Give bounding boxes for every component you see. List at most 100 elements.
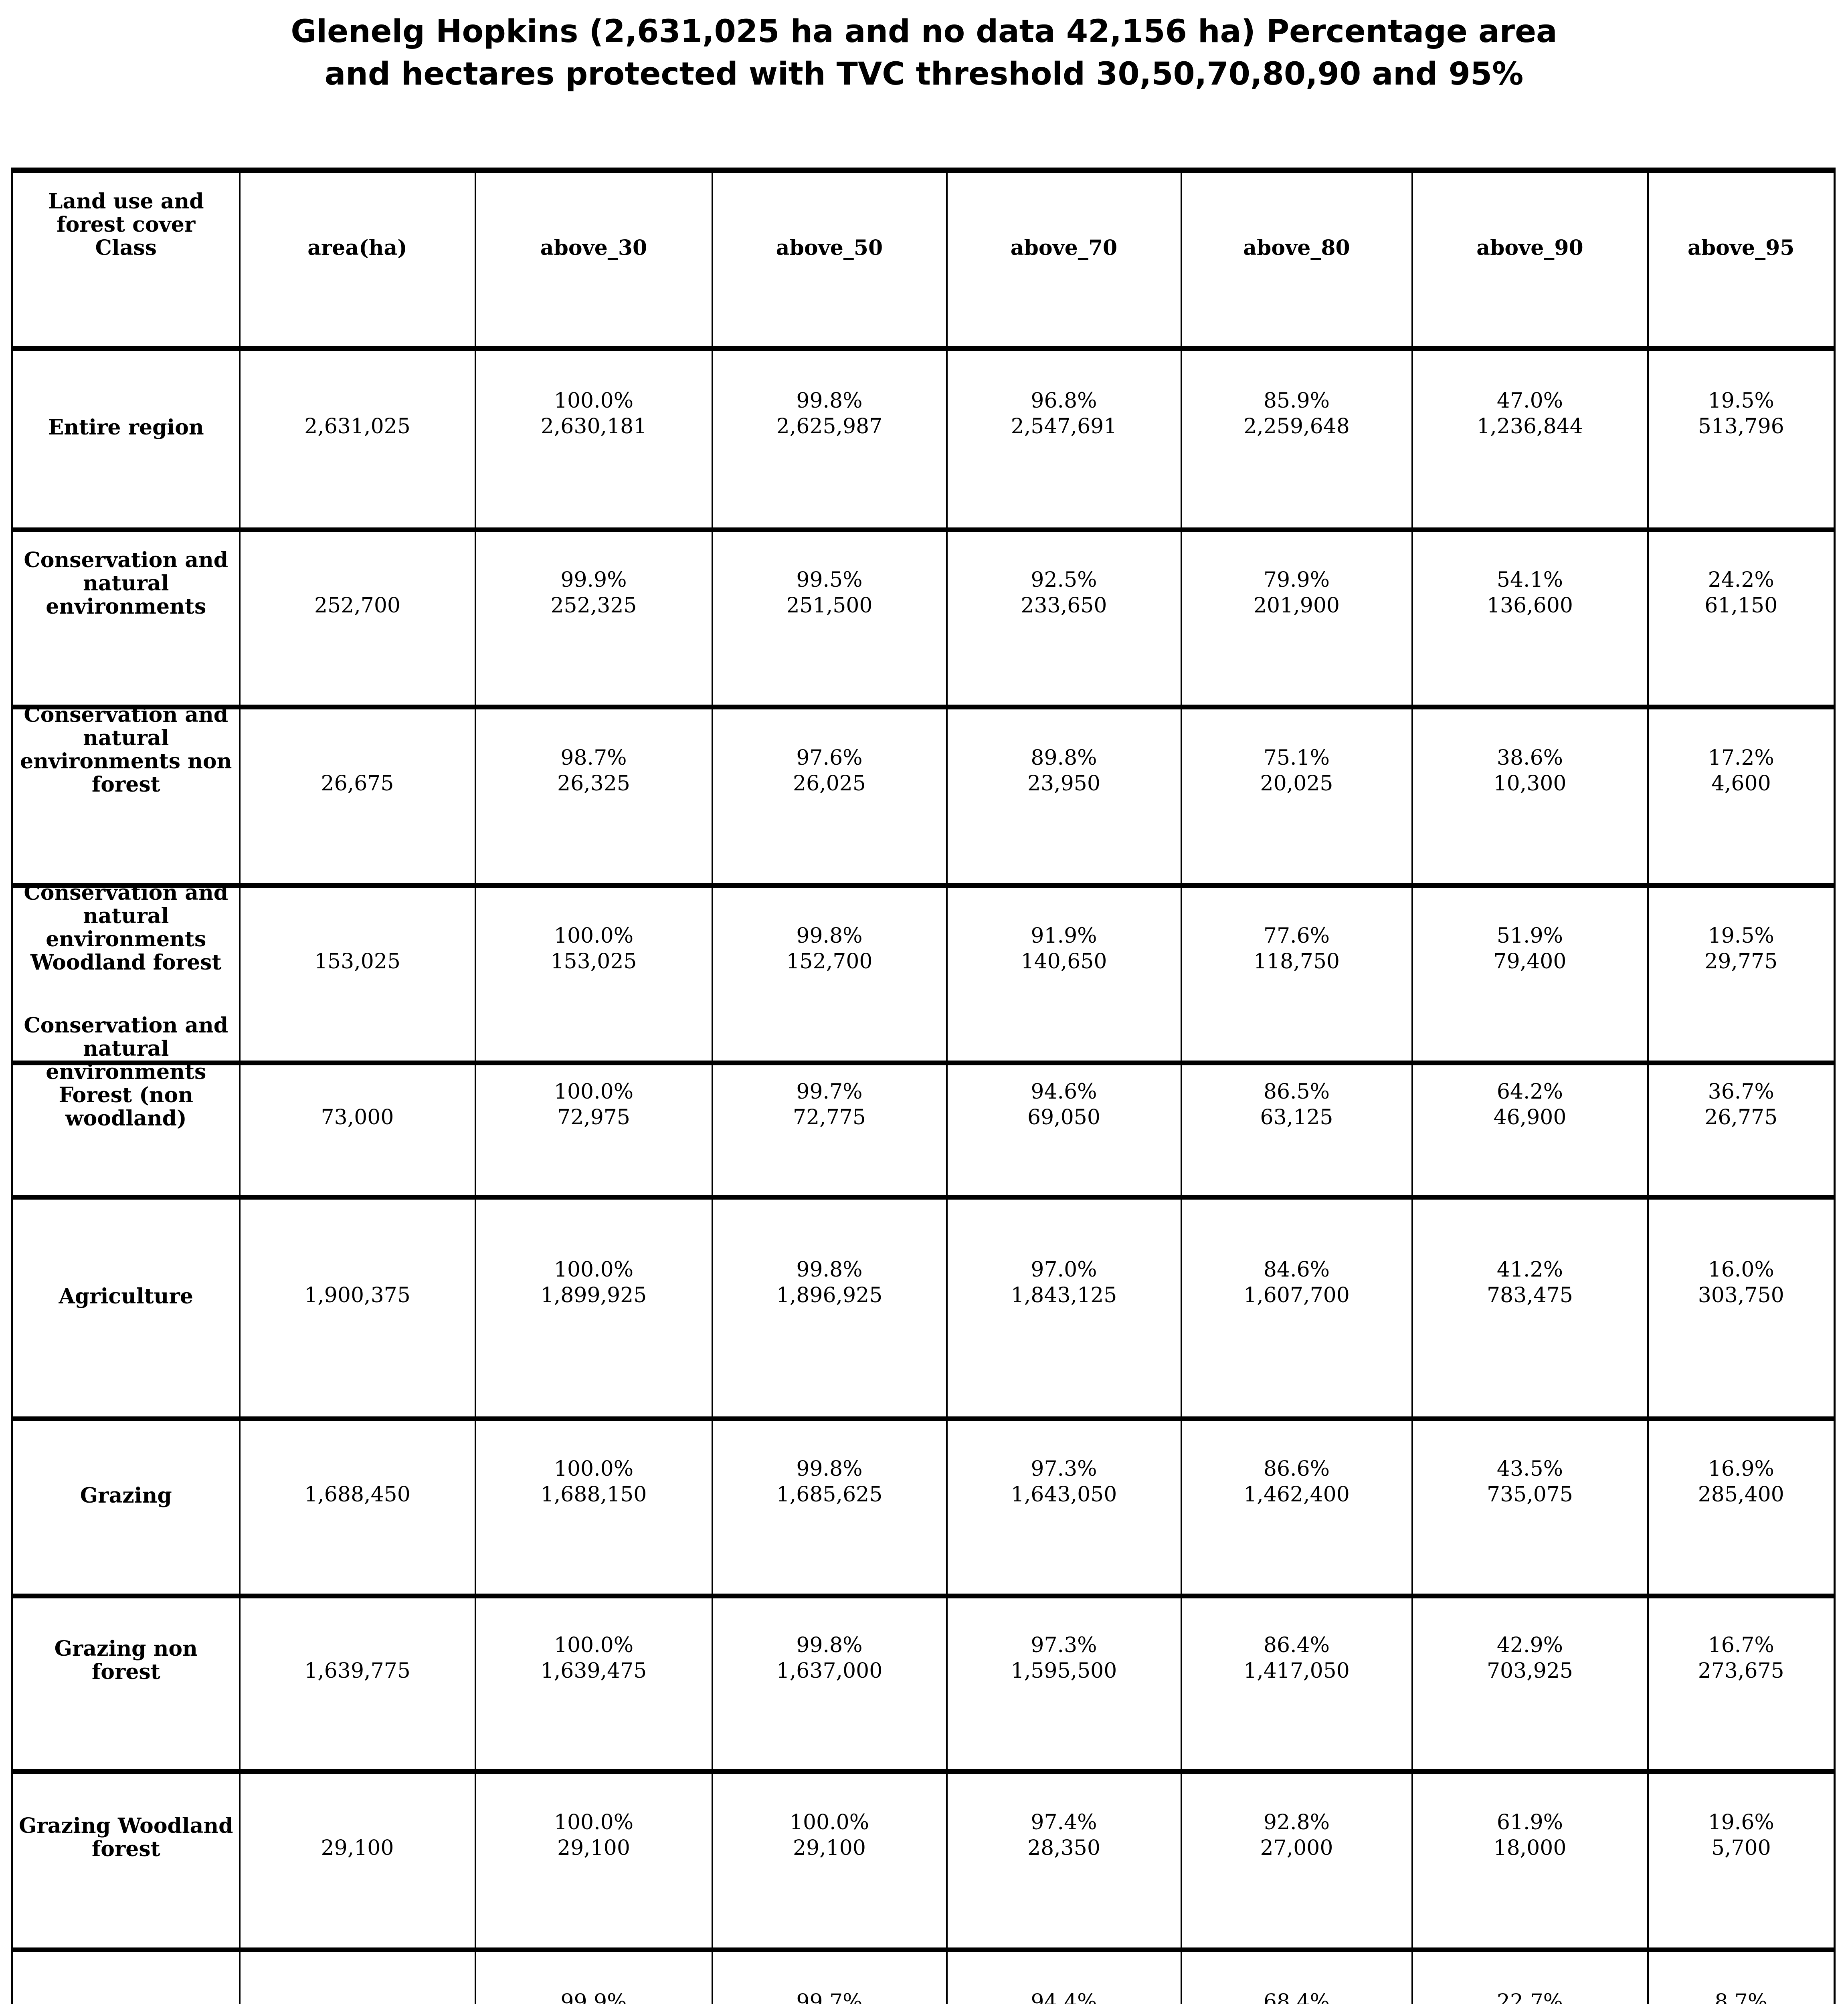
- threshold-cell: 97.6% 26,025: [711, 707, 947, 885]
- threshold-cell: 19.5% 29,775: [1647, 885, 1835, 1063]
- row-label-cell: Conservation and natural environments Woodl…: [12, 881, 240, 1063]
- threshold-cell: 84.6% 1,607,700: [1180, 1197, 1412, 1419]
- cell-text-line: 273,675: [1698, 1659, 1784, 1683]
- area-ha-cell: 1,900,375: [239, 1197, 475, 1419]
- row-label-cell: Grazing: [12, 1419, 240, 1596]
- cell-text-line: 99.8%: [796, 923, 863, 948]
- cell-text-line: Conservation and: [24, 1013, 228, 1038]
- threshold-cell: 16.9% 285,400: [1647, 1419, 1835, 1596]
- cell-text-line: 100.0%: [554, 923, 634, 948]
- table-row: Cropping210,27599.9%210,12599.7%209,6509…: [12, 1950, 1835, 2004]
- page-title-line1: Glenelg Hopkins (2,631,025 ha and no dat…: [291, 14, 1557, 50]
- cell-text-line: 97.6%: [796, 745, 863, 770]
- cell-text-line: forest: [91, 1660, 160, 1684]
- threshold-cell: 100.0% 1,688,150: [474, 1419, 712, 1596]
- cell-text-line: 73,000: [321, 1105, 394, 1129]
- cell-text-line: above_95: [1688, 236, 1795, 260]
- threshold-cell: 96.8% 2,547,691: [946, 349, 1181, 530]
- threshold-cell: 94.4%198,425: [946, 1950, 1181, 2004]
- cell-text-line: 19.5%: [1708, 389, 1774, 413]
- cell-text-line: 1,236,844: [1477, 414, 1583, 438]
- cell-text-line: Conservation and: [24, 548, 228, 572]
- threshold-cell: 89.8% 23,950: [946, 707, 1181, 885]
- area-ha-cell: 2,631,025: [239, 349, 475, 530]
- cell-text-line: 1,685,625: [776, 1483, 883, 1507]
- cell-text-line: 5,700: [1711, 1836, 1771, 1860]
- cell-text-line: 29,100: [321, 1836, 394, 1860]
- threshold-cell: 64.2% 46,900: [1411, 1063, 1648, 1197]
- table-row: Grazing non forest 1,639,775 100.0% 1,639,47…: [12, 1596, 1835, 1772]
- area-ha-cell: 153,025: [239, 885, 475, 1063]
- cell-text-line: 1,688,150: [540, 1483, 647, 1507]
- threshold-cell: 99.7%209,650: [711, 1950, 947, 2004]
- cell-text-line: Entire region: [48, 415, 204, 440]
- cell-text-line: 72,975: [557, 1105, 630, 1129]
- cell-text-line: 42.9%: [1496, 1633, 1563, 1657]
- cell-text-line: 84.6%: [1263, 1257, 1330, 1282]
- cell-text-line: 47.0%: [1496, 389, 1563, 413]
- threshold-cell: 98.7% 26,325: [474, 707, 712, 885]
- cell-text-line: 91.9%: [1031, 923, 1097, 948]
- cell-text-line: 26,025: [793, 771, 866, 796]
- cell-text-line: 136,600: [1486, 594, 1573, 618]
- threshold-cell: 36.7% 26,775: [1647, 1063, 1835, 1197]
- table-row: Conservation and natural environments 252,7…: [12, 530, 1835, 707]
- cell-text-line: 99.7%: [796, 1990, 863, 2004]
- cell-text-line: 703,925: [1486, 1659, 1573, 1683]
- threshold-cell: 100.0% 1,899,925: [474, 1197, 712, 1419]
- row-label-cell: Grazing Woodland forest: [12, 1772, 240, 1950]
- threshold-cell: 97.4% 28,350: [946, 1772, 1181, 1950]
- cell-text-line: 86.6%: [1263, 1457, 1330, 1481]
- threshold-cell: 92.5% 233,650: [946, 530, 1181, 707]
- cell-text-line: 1,643,050: [1011, 1483, 1117, 1507]
- row-label-cell: Conservation and natural environments non f…: [12, 703, 240, 885]
- threshold-cell: 99.8% 1,637,000: [711, 1596, 947, 1772]
- cell-text-line: 153,025: [314, 949, 401, 974]
- cell-text-line: 94.4%: [1031, 1990, 1097, 2004]
- cell-text-line: 1,639,775: [304, 1659, 410, 1683]
- cell-text-line: 99.9%: [560, 568, 627, 592]
- cell-text-line: 140,650: [1021, 949, 1107, 974]
- cell-text-line: 513,796: [1698, 414, 1784, 438]
- threshold-cell: 43.5% 735,075: [1411, 1419, 1648, 1596]
- cell-text-line: 201,900: [1253, 594, 1340, 618]
- cell-text-line: 252,700: [314, 594, 401, 618]
- table-row: Conservation and natural environments Woodl…: [12, 881, 1835, 1063]
- table-row: Entire region 2,631,025 100.0% 2,630,181 99.…: [12, 349, 1835, 530]
- threshold-cell: 79.9% 201,900: [1180, 530, 1412, 707]
- col-header-above-95: above_95: [1647, 170, 1835, 349]
- cell-text-line: forest: [91, 772, 160, 797]
- cell-text-line: 75.1%: [1263, 745, 1330, 770]
- cell-text-line: 100.0%: [554, 1810, 634, 1834]
- cell-text-line: 99.7%: [796, 1079, 863, 1104]
- cell-text-line: 1,900,375: [304, 1283, 410, 1307]
- cell-text-line: 19.6%: [1708, 1810, 1774, 1834]
- threshold-cell: 86.5% 63,125: [1180, 1063, 1412, 1197]
- cell-text-line: 1,607,700: [1243, 1283, 1350, 1307]
- cell-text-line: 285,400: [1698, 1483, 1784, 1507]
- cell-text-line: natural: [83, 571, 169, 596]
- cell-text-line: 86.4%: [1263, 1633, 1330, 1657]
- table-row: Grazing Woodland forest 29,100 100.0% 29,100…: [12, 1772, 1835, 1950]
- cell-text-line: 29,775: [1704, 949, 1778, 974]
- cell-text-line: 26,675: [321, 771, 394, 796]
- col-header-above-90: above_90: [1411, 170, 1648, 349]
- cell-text-line: natural: [83, 725, 169, 750]
- threshold-cell: 99.7% 72,775: [711, 1063, 947, 1197]
- threshold-cell: 94.6% 69,050: [946, 1063, 1181, 1197]
- col-header-above-80: above_80: [1180, 170, 1412, 349]
- cell-text-line: forest cover: [57, 212, 196, 237]
- threshold-cell: 19.6% 5,700: [1647, 1772, 1835, 1950]
- col-header-class: Land use and forest cover Class: [12, 170, 240, 349]
- cell-text-line: 16.0%: [1708, 1257, 1774, 1282]
- cell-text-line: 1,896,925: [776, 1283, 883, 1307]
- cell-text-line: Land use and: [48, 189, 204, 214]
- table-row: Conservation and natural environments Fores…: [12, 1014, 1835, 1197]
- row-label-cell: Cropping: [12, 1950, 240, 2004]
- threshold-cell: 86.6% 1,462,400: [1180, 1419, 1412, 1596]
- cell-text-line: above_90: [1476, 236, 1583, 260]
- cell-text-line: 1,417,050: [1243, 1659, 1350, 1683]
- threshold-cell: 85.9% 2,259,648: [1180, 349, 1412, 530]
- cell-text-line: 1,595,500: [1011, 1659, 1117, 1683]
- cell-text-line: 97.3%: [1031, 1457, 1097, 1481]
